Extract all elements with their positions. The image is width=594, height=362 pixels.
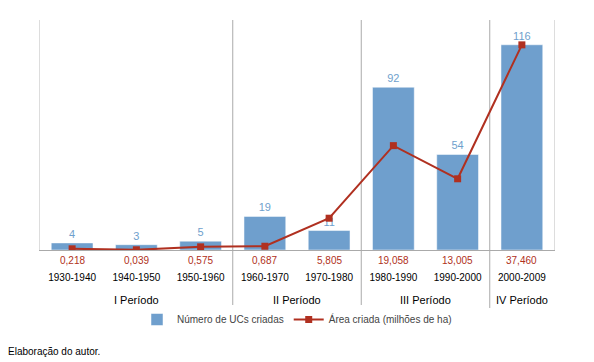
svg-text:1970-1980: 1970-1980 — [305, 272, 353, 283]
svg-text:19,058: 19,058 — [378, 255, 409, 266]
svg-text:54: 54 — [452, 139, 464, 151]
svg-text:1980-1990: 1980-1990 — [369, 272, 417, 283]
svg-text:III Período: III Período — [400, 294, 451, 306]
svg-text:1960-1970: 1960-1970 — [241, 272, 289, 283]
svg-text:IV Período: IV Período — [496, 294, 548, 306]
svg-text:0,039: 0,039 — [124, 255, 149, 266]
svg-text:1940-1950: 1940-1950 — [112, 272, 160, 283]
svg-text:1950-1960: 1950-1960 — [177, 272, 225, 283]
svg-text:5,805: 5,805 — [317, 255, 342, 266]
svg-text:37,460: 37,460 — [506, 255, 537, 266]
svg-text:II Período: II Período — [273, 294, 321, 306]
svg-text:0,687: 0,687 — [252, 255, 277, 266]
svg-text:5: 5 — [198, 226, 204, 238]
svg-text:116: 116 — [513, 30, 531, 42]
svg-text:11: 11 — [323, 216, 334, 228]
svg-text:1930-1940: 1930-1940 — [48, 272, 96, 283]
svg-text:3: 3 — [133, 230, 139, 242]
svg-text:I Período: I Período — [114, 294, 159, 306]
svg-text:13,005: 13,005 — [442, 255, 473, 266]
svg-text:1990-2000: 1990-2000 — [434, 272, 482, 283]
svg-text:0,218: 0,218 — [60, 255, 85, 266]
svg-text:Área criada (milhões de ha): Área criada (milhões de ha) — [329, 313, 452, 325]
svg-text:2000-2009: 2000-2009 — [498, 272, 546, 283]
svg-text:92: 92 — [387, 72, 399, 84]
svg-text:4: 4 — [69, 228, 75, 240]
svg-text:Número de UCs criadas: Número de UCs criadas — [177, 314, 284, 325]
svg-text:Elaboração do autor.: Elaboração do autor. — [8, 346, 100, 357]
svg-text:0,575: 0,575 — [188, 255, 213, 266]
svg-text:19: 19 — [259, 201, 271, 213]
